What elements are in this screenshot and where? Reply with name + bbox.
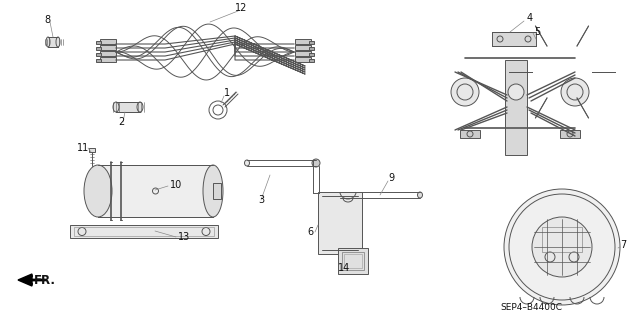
Bar bbox=[70, 225, 218, 238]
Ellipse shape bbox=[113, 102, 119, 112]
Bar bbox=[100, 51, 116, 56]
Bar bbox=[96, 59, 101, 62]
Bar bbox=[89, 148, 95, 152]
Ellipse shape bbox=[56, 37, 60, 47]
Polygon shape bbox=[18, 274, 32, 286]
Bar bbox=[344, 254, 362, 268]
Bar bbox=[342, 252, 364, 270]
Bar bbox=[309, 59, 314, 62]
Bar bbox=[295, 51, 311, 56]
Circle shape bbox=[451, 78, 479, 106]
Ellipse shape bbox=[244, 160, 250, 166]
Ellipse shape bbox=[203, 165, 223, 217]
Bar bbox=[74, 227, 214, 236]
Bar bbox=[100, 39, 116, 44]
Text: 6: 6 bbox=[307, 227, 313, 237]
Bar bbox=[295, 39, 311, 44]
Text: 11: 11 bbox=[77, 143, 89, 153]
Text: 8: 8 bbox=[44, 15, 50, 25]
Bar bbox=[98, 165, 213, 217]
Bar bbox=[318, 192, 362, 254]
Bar bbox=[560, 130, 580, 138]
Bar bbox=[116, 102, 140, 112]
Text: 13: 13 bbox=[178, 232, 190, 242]
Bar bbox=[505, 60, 527, 155]
Text: 12: 12 bbox=[235, 3, 248, 13]
Text: FR.: FR. bbox=[34, 273, 56, 286]
Bar bbox=[96, 47, 101, 50]
Bar bbox=[542, 227, 582, 252]
Bar bbox=[460, 130, 480, 138]
Ellipse shape bbox=[417, 192, 422, 198]
Text: 1: 1 bbox=[224, 88, 230, 98]
Bar bbox=[309, 47, 314, 50]
Bar bbox=[213, 183, 221, 199]
Bar bbox=[96, 41, 101, 44]
Bar bbox=[48, 37, 58, 47]
Bar bbox=[338, 248, 368, 274]
Bar bbox=[295, 45, 311, 50]
Bar bbox=[100, 57, 116, 62]
Ellipse shape bbox=[84, 165, 112, 217]
Circle shape bbox=[532, 217, 592, 277]
Bar bbox=[96, 53, 101, 56]
Text: 10: 10 bbox=[170, 180, 182, 190]
Bar bbox=[295, 57, 311, 62]
Circle shape bbox=[504, 189, 620, 305]
Bar bbox=[492, 32, 536, 46]
Text: 3: 3 bbox=[258, 195, 264, 205]
Text: 2: 2 bbox=[118, 117, 124, 127]
Circle shape bbox=[312, 159, 320, 167]
Bar bbox=[309, 53, 314, 56]
Circle shape bbox=[561, 78, 589, 106]
Ellipse shape bbox=[46, 37, 50, 47]
Text: 9: 9 bbox=[388, 173, 394, 183]
Text: 5: 5 bbox=[534, 27, 540, 37]
Circle shape bbox=[508, 84, 524, 100]
Text: 14: 14 bbox=[338, 263, 350, 273]
Text: 7: 7 bbox=[620, 240, 627, 250]
Bar bbox=[309, 41, 314, 44]
Text: SEP4–B4400C: SEP4–B4400C bbox=[500, 303, 562, 313]
Bar bbox=[100, 45, 116, 50]
Text: 4: 4 bbox=[527, 13, 533, 23]
Ellipse shape bbox=[137, 102, 143, 112]
